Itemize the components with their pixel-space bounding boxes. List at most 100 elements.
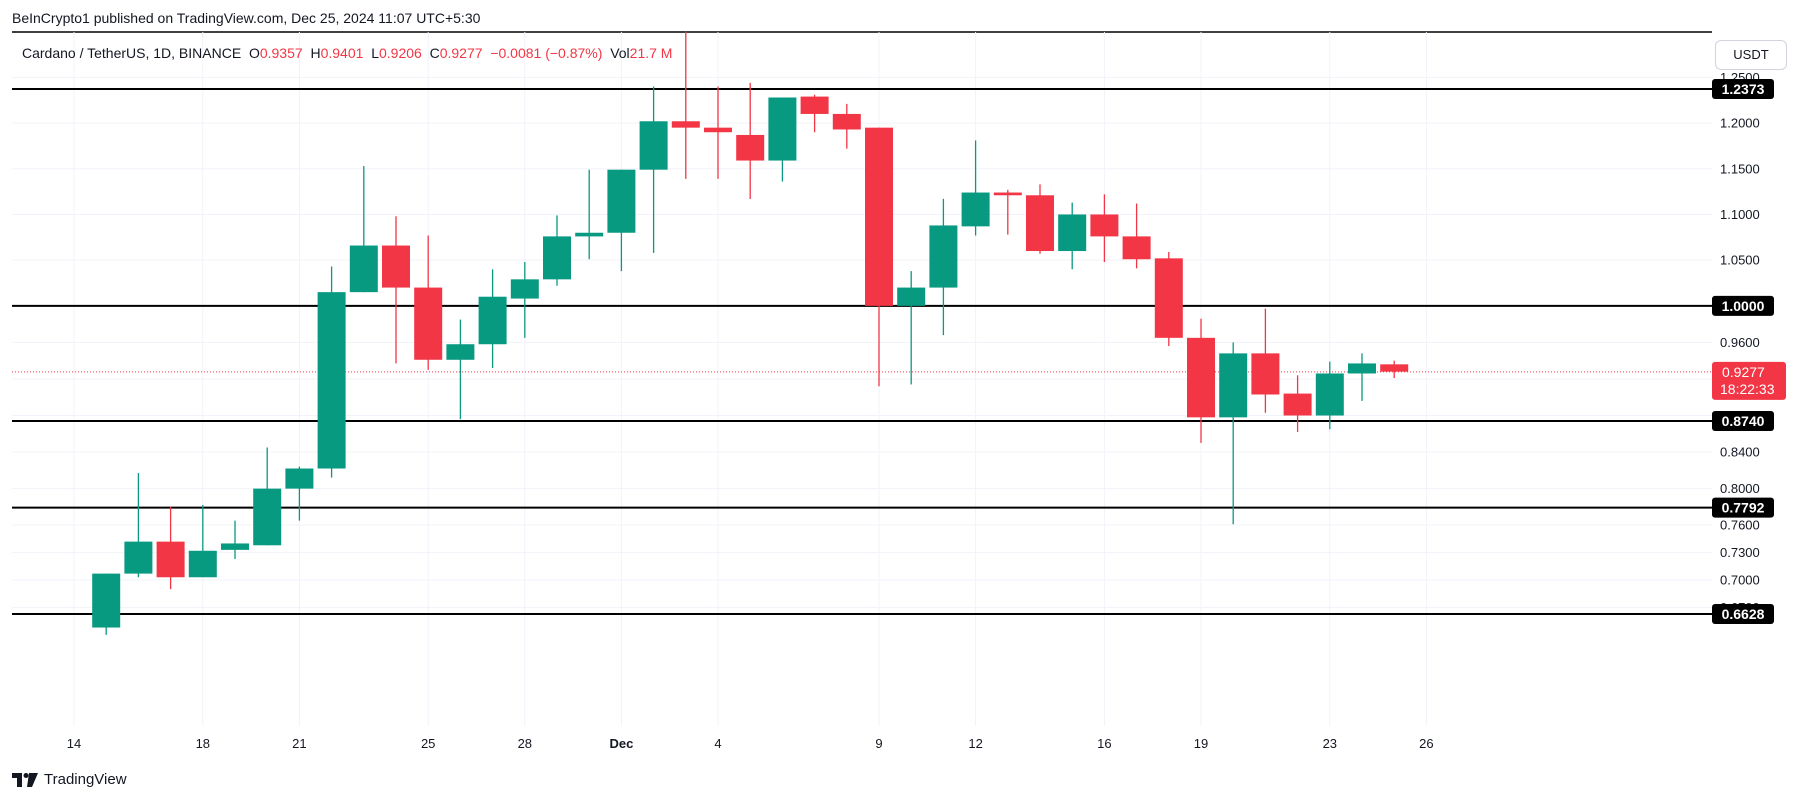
y-tick-label: 1.1000 bbox=[1720, 207, 1760, 222]
candle bbox=[1187, 318, 1215, 443]
candle-body bbox=[221, 543, 249, 550]
level-tag-bg bbox=[1712, 410, 1774, 431]
candle bbox=[382, 216, 410, 364]
candle-body bbox=[1219, 353, 1248, 418]
candle-body bbox=[349, 245, 378, 293]
low-label: L bbox=[371, 45, 379, 61]
candle bbox=[92, 573, 121, 635]
y-tick-label: 0.7600 bbox=[1720, 518, 1760, 533]
candle-body bbox=[1090, 214, 1119, 237]
candle-body bbox=[1380, 364, 1409, 372]
candle bbox=[1154, 251, 1183, 347]
time-axis: 14 18 21 25 28 Dec 4 9 12 16 19 23 26 bbox=[67, 736, 1434, 751]
candle bbox=[510, 261, 539, 338]
candle bbox=[961, 140, 990, 236]
x-tick-label: 28 bbox=[518, 736, 532, 751]
x-tick-label: 19 bbox=[1194, 736, 1208, 751]
x-tick-label: 21 bbox=[292, 736, 306, 751]
current-price-countdown: 18:22:33 bbox=[1720, 381, 1775, 397]
currency-button[interactable]: USDT bbox=[1715, 40, 1787, 70]
y-tick-label: 0.8000 bbox=[1720, 481, 1760, 496]
candle-body bbox=[961, 192, 990, 227]
y-tick-label: 0.7300 bbox=[1720, 545, 1760, 560]
candle-body bbox=[317, 292, 346, 469]
tradingview-brand: TradingView bbox=[44, 771, 127, 788]
candle bbox=[897, 271, 926, 385]
current-price-value: 0.9277 bbox=[1722, 364, 1765, 380]
candle bbox=[414, 235, 443, 370]
change-value: −0.0081 (−0.87%) bbox=[490, 45, 603, 61]
volume-value: 21.7 M bbox=[629, 45, 673, 61]
candle bbox=[188, 505, 217, 578]
candle bbox=[253, 447, 282, 546]
candle-body bbox=[575, 232, 604, 237]
candle-body bbox=[929, 225, 958, 288]
x-tick-label: 18 bbox=[196, 736, 210, 751]
candle-body bbox=[543, 236, 571, 280]
level-tag-label: 1.0000 bbox=[1722, 298, 1765, 314]
x-tick-label: 14 bbox=[67, 736, 81, 751]
y-tick-label: 0.8400 bbox=[1720, 445, 1760, 460]
candle-body bbox=[253, 488, 282, 546]
y-tick-label: 0.7000 bbox=[1720, 573, 1760, 588]
candle-body bbox=[993, 192, 1022, 196]
y-tick-label: 1.2000 bbox=[1720, 116, 1760, 131]
candle-body bbox=[510, 279, 539, 299]
candle-body bbox=[1251, 353, 1280, 395]
candle bbox=[1219, 342, 1248, 525]
horizontal-levels bbox=[12, 88, 1712, 615]
candle bbox=[1380, 360, 1409, 379]
candle bbox=[1251, 308, 1280, 413]
candle bbox=[317, 266, 346, 478]
candle bbox=[929, 198, 958, 336]
candle-body bbox=[607, 169, 636, 233]
level-tag-bg bbox=[1712, 295, 1774, 316]
candle bbox=[478, 269, 507, 368]
y-tick-label: 1.1500 bbox=[1720, 161, 1760, 176]
low-value: 0.9206 bbox=[378, 45, 422, 61]
tradingview-footer[interactable]: TradingView bbox=[12, 771, 127, 788]
level-tag-bg bbox=[1712, 604, 1774, 624]
candle bbox=[1122, 203, 1151, 269]
ohlc-legend: Cardano / TetherUS, 1D, BINANCE O0.9357 … bbox=[22, 45, 672, 61]
candle bbox=[800, 94, 829, 133]
level-tag-label: 1.2373 bbox=[1722, 81, 1765, 97]
candle bbox=[124, 473, 153, 578]
x-tick-label: 26 bbox=[1419, 736, 1433, 751]
candle-body bbox=[1348, 363, 1376, 374]
candle bbox=[671, 31, 700, 179]
symbol-name[interactable]: Cardano / TetherUS, 1D, BINANCE bbox=[22, 45, 242, 61]
candle bbox=[993, 189, 1022, 235]
publisher-line: BeInCrypto1 published on TradingView.com… bbox=[12, 10, 481, 26]
candle-body bbox=[865, 127, 893, 306]
candle-body bbox=[800, 96, 829, 114]
candle-body bbox=[446, 344, 475, 360]
candle bbox=[1348, 353, 1376, 401]
candle bbox=[349, 166, 378, 293]
current-price-tag: 0.9277 18:22:33 bbox=[1712, 361, 1786, 400]
candle bbox=[575, 169, 604, 260]
candle bbox=[221, 520, 249, 559]
candle bbox=[1058, 202, 1087, 270]
candle-body bbox=[1187, 337, 1215, 418]
candle-body bbox=[1315, 373, 1344, 416]
candle-body bbox=[1058, 214, 1087, 252]
high-label: H bbox=[310, 45, 321, 61]
candle bbox=[1026, 184, 1054, 254]
candle-body bbox=[382, 245, 410, 288]
candle bbox=[704, 86, 732, 179]
candles bbox=[92, 31, 1409, 635]
candle-body bbox=[1283, 393, 1312, 416]
x-tick-label: 23 bbox=[1323, 736, 1337, 751]
open-value: 0.9357 bbox=[259, 45, 303, 61]
volume-label: Vol bbox=[610, 45, 630, 61]
candle-body bbox=[285, 468, 314, 489]
candle-body bbox=[897, 287, 926, 306]
candle-body bbox=[704, 127, 732, 133]
level-tags: 1.2373 1.0000 0.8740 0.7792 0.6628 bbox=[1712, 79, 1774, 624]
level-tag-label: 0.6628 bbox=[1722, 606, 1765, 622]
close-label: C bbox=[429, 45, 440, 61]
candle bbox=[768, 97, 797, 182]
candle-body bbox=[1026, 195, 1054, 252]
